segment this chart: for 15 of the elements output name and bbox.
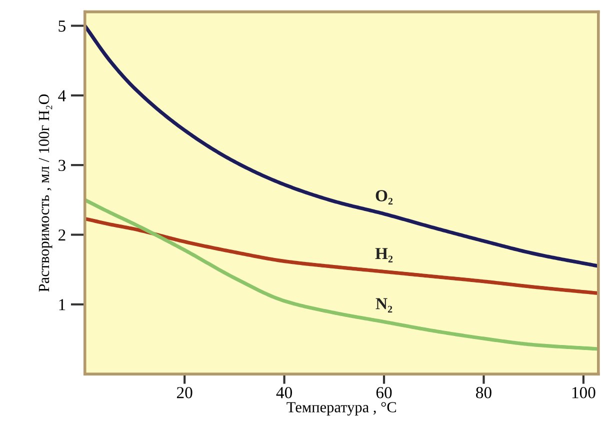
x-tick-label: 80 <box>476 387 492 398</box>
x-tick-label: 20 <box>176 387 192 398</box>
y-tick-label: 1 <box>59 299 66 310</box>
y-tick-label: 2 <box>58 229 66 241</box>
y-tick-label: 5 <box>58 20 66 32</box>
series-label: N₂ <box>376 298 392 312</box>
y-tick-label: 3 <box>58 160 66 172</box>
x-tick-label: 60 <box>376 387 392 398</box>
x-tick-label: 100 <box>572 387 596 398</box>
series-label: H₂ <box>375 248 393 262</box>
series-label: O₂ <box>376 190 393 205</box>
y-axis-title: Растворимость , мл / 100г H₂O <box>38 94 52 292</box>
x-tick-label: 40 <box>276 387 292 398</box>
y-tick-label: 4 <box>58 90 66 102</box>
x-axis-title: Температура , °C <box>286 402 396 416</box>
